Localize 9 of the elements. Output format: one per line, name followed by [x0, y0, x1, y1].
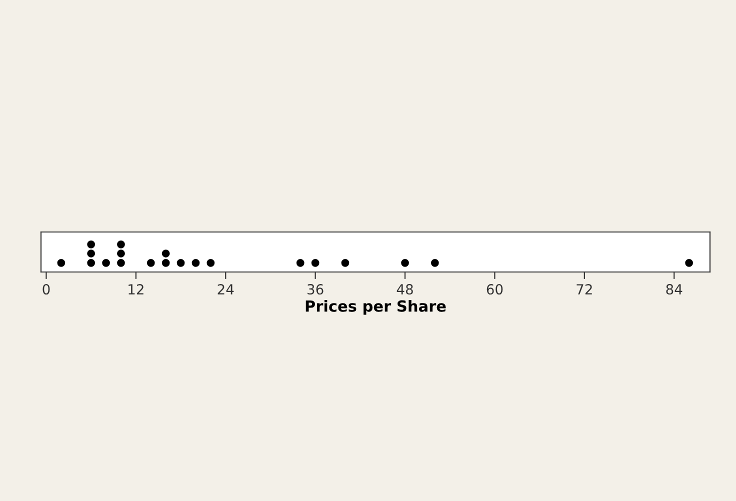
x-tick-label: 72 — [576, 284, 592, 294]
x-axis-title: Prices per Share — [306, 300, 446, 315]
x-tick-label: 60 — [486, 284, 503, 295]
x-tick-label: 36 — [308, 284, 324, 295]
x-tick-label: 48 — [396, 284, 413, 295]
x-tick-label: 84 — [666, 284, 682, 295]
x-tick-label: 0 — [42, 284, 50, 295]
x-tick-label: 12 — [128, 284, 144, 294]
x-tick-label: 24 — [218, 284, 234, 294]
